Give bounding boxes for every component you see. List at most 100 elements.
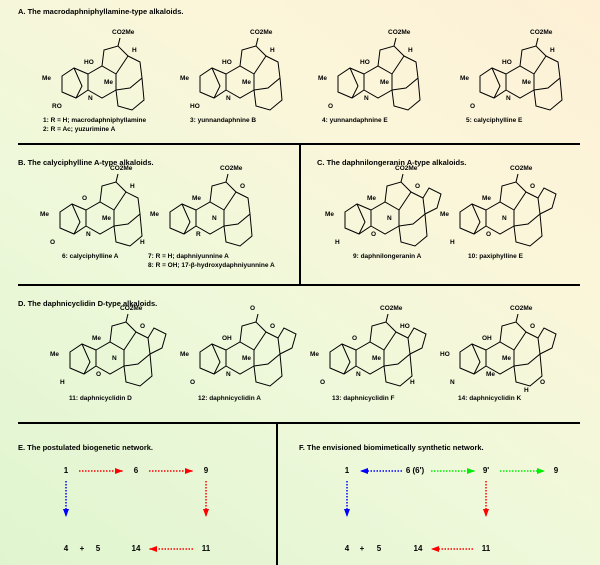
atom-label: Me (460, 75, 469, 82)
molecule-structure: CO2Me H HO Me Me N O (318, 29, 421, 111)
compound-label: 3: yunnandaphnine B (190, 117, 257, 124)
atom-label: N (387, 215, 392, 222)
bond (211, 343, 221, 375)
atom-label: CO2Me (110, 165, 133, 172)
bond (505, 65, 535, 99)
atom-label: O (530, 323, 535, 330)
bond (407, 327, 427, 355)
bond (377, 45, 405, 75)
atom-label: Me (440, 211, 449, 218)
atom-label: N (356, 371, 361, 378)
arrow-head (467, 468, 475, 474)
node-1: 1 (63, 466, 69, 475)
bond (515, 173, 519, 183)
atom-label: Me (50, 351, 59, 358)
node-5: 5 (95, 544, 101, 553)
bond (113, 191, 141, 227)
atom-label: N (226, 95, 231, 102)
node-11: 11 (201, 544, 211, 553)
arrow-head (149, 546, 157, 552)
atom-label: H (408, 47, 413, 54)
bond (59, 203, 87, 235)
atom-label: Me (310, 351, 319, 358)
bond (125, 313, 129, 323)
bond (513, 331, 541, 367)
atom-label: H (132, 47, 137, 54)
node-6: 6 (6') (405, 466, 425, 475)
bond (391, 55, 419, 91)
atom-label: N (450, 379, 455, 386)
bond (169, 203, 197, 235)
bond (459, 343, 487, 375)
molecule-structure: CO2Me HO O Me Me N O H (310, 305, 427, 387)
bond (485, 341, 515, 375)
bond (513, 213, 543, 247)
atom-label: Me (522, 79, 531, 86)
atom-label: OH (482, 335, 492, 342)
atom-label: Me (40, 211, 49, 218)
bond (537, 187, 557, 215)
bond (513, 353, 543, 387)
arrow-head (344, 509, 350, 517)
compound-label: 7: R = H; daphniyunnine A (148, 253, 229, 260)
bond (255, 37, 259, 47)
atom-label: N (86, 231, 91, 238)
atom-label: CO2Me (395, 165, 418, 172)
bond (199, 343, 227, 375)
bond (115, 55, 143, 91)
atom-label: O (320, 379, 325, 386)
bond (73, 67, 83, 99)
bond (513, 191, 541, 227)
bond (115, 77, 145, 111)
atom-label: N (112, 355, 117, 362)
bond (471, 343, 481, 375)
atom-label: Me (102, 215, 111, 222)
arrow-head (431, 546, 439, 552)
atom-label: N (88, 95, 93, 102)
atom-label: O (486, 231, 491, 238)
atom-label: H (410, 379, 415, 386)
bond (253, 331, 281, 367)
arrow-head (203, 509, 209, 517)
bond (369, 321, 397, 351)
molecule-structure: CO2Me H HO Me Me N RO (42, 29, 145, 111)
atom-label: CO2Me (510, 305, 533, 312)
bond (123, 331, 151, 367)
atom-label: N (502, 215, 507, 222)
node-11: 11 (481, 544, 491, 553)
bond (385, 313, 389, 323)
node-4: 4 (344, 544, 350, 553)
bond (535, 37, 539, 47)
compound-label: 12: daphnicyclidin A (198, 395, 261, 402)
atom-label: OH (222, 335, 232, 342)
atom-label: O (415, 183, 420, 190)
node-14: 14 (131, 544, 141, 553)
bond (499, 321, 527, 351)
divider (18, 422, 580, 424)
atom-label: Me (180, 75, 189, 82)
bond (253, 55, 281, 91)
compound-label: 2: R = Ac; yuzurimine A (43, 126, 116, 133)
bond (255, 313, 259, 323)
bond (99, 181, 127, 211)
bond (223, 213, 253, 247)
atom-label: Me (92, 335, 101, 342)
compound-label: 10: paxiphylline E (468, 253, 523, 260)
atom-label: O (140, 323, 145, 330)
molecule-structure: CO2Me O Me Me N R (150, 165, 253, 247)
arrow-head (537, 468, 545, 474)
bond (225, 341, 255, 375)
atom-label: N (226, 371, 231, 378)
atom-label: O (270, 323, 275, 330)
atom-label: H (60, 379, 65, 386)
bond (383, 353, 413, 387)
bond (117, 37, 121, 47)
section-f-title: F. The envisioned biomimetically synthet… (299, 443, 484, 452)
bond (485, 201, 515, 235)
atom-label: CO2Me (388, 29, 411, 36)
bond (239, 45, 267, 75)
atom-label: H (140, 239, 145, 246)
bond (471, 203, 481, 235)
bond (533, 55, 561, 91)
compound-label: 9: daphnilongeranin A (353, 253, 422, 260)
